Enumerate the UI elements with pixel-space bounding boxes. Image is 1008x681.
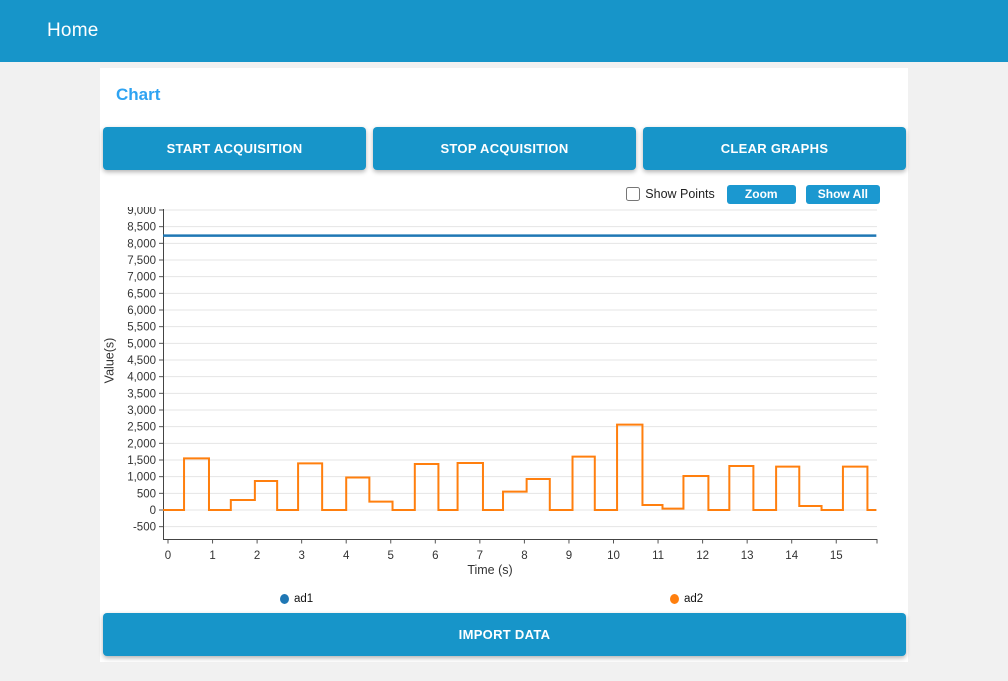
x-tick-label: 4 [343, 550, 350, 562]
page-title: Chart [116, 85, 161, 104]
y-tick-label: 500 [137, 488, 156, 500]
start-acquisition-button[interactable]: START ACQUISITION [103, 127, 366, 170]
x-tick-label: 3 [298, 550, 304, 562]
x-tick-label: 0 [165, 550, 171, 562]
acquisition-toolbar: START ACQUISITION STOP ACQUISITION CLEAR… [103, 127, 906, 170]
clear-graphs-button[interactable]: CLEAR GRAPHS [643, 127, 906, 170]
x-tick-label: 9 [566, 550, 572, 562]
y-tick-label: 2,000 [127, 438, 156, 450]
y-axis-title: Value(s) [102, 337, 117, 384]
x-tick-label: 7 [477, 550, 483, 562]
app-header: Home [0, 0, 1008, 62]
show-points-checkbox[interactable] [626, 187, 641, 201]
x-tick-label: 6 [432, 550, 438, 562]
y-tick-label: 7,500 [127, 255, 156, 267]
chart-controls: Show Points Zoom Show All [626, 184, 880, 204]
y-tick-label: -500 [133, 522, 156, 534]
y-tick-label: 3,500 [127, 388, 156, 400]
y-tick-label: 4,000 [127, 372, 156, 384]
y-tick-label: 6,000 [127, 305, 156, 317]
y-tick-label: 6,500 [127, 288, 156, 300]
y-tick-label: 0 [150, 505, 156, 517]
content-card: Chart START ACQUISITION STOP ACQUISITION… [100, 68, 908, 662]
import-data-button[interactable]: IMPORT DATA [103, 613, 906, 656]
y-tick-label: 8,000 [127, 238, 156, 250]
x-tick-label: 1 [209, 550, 215, 562]
y-tick-label: 3,000 [127, 405, 156, 417]
x-tick-label: 8 [521, 550, 527, 562]
y-tick-label: 2,500 [127, 422, 156, 434]
y-tick-label: 1,500 [127, 455, 156, 467]
y-tick-label: 1,000 [127, 472, 156, 484]
y-tick-label: 5,500 [127, 322, 156, 334]
chart-canvas[interactable]: -500 0 500 1,000 1,500 2,000 2,500 3,000 3,500 4,… [100, 207, 908, 569]
legend-label-ad2: ad2 [684, 593, 704, 605]
chart-plot-area[interactable]: -500 0 500 1,000 1,500 2,000 2,500 3,000 3,500 4,… [100, 207, 908, 589]
x-tick-label: 5 [388, 550, 394, 562]
series-line-ad2 [163, 423, 877, 511]
legend-label-ad1: ad1 [294, 593, 314, 605]
x-tick-label: 14 [785, 550, 798, 562]
x-tick-label: 11 [652, 550, 664, 562]
show-all-button[interactable]: Show All [805, 184, 880, 204]
legend-item-ad1[interactable]: ad1 [280, 593, 313, 605]
home-nav-title[interactable]: Home [47, 20, 99, 41]
y-tick-label: 9,000 [127, 207, 156, 217]
show-points-label: Show Points [645, 187, 715, 201]
zoom-button[interactable]: Zoom [726, 184, 796, 204]
x-tick-label: 10 [607, 550, 620, 562]
legend-marker-ad2 [670, 594, 679, 604]
legend-item-ad2[interactable]: ad2 [670, 593, 703, 605]
y-tick-label: 5,000 [127, 338, 156, 350]
y-tick-label: 8,500 [127, 222, 156, 234]
x-tick-label: 15 [830, 550, 843, 562]
y-tick-label: 7,000 [127, 272, 156, 284]
y-tick-label: 4,500 [127, 355, 156, 367]
import-row: IMPORT DATA [103, 613, 906, 656]
x-tick-label: 12 [696, 550, 709, 562]
legend-marker-ad1 [280, 594, 289, 604]
stop-acquisition-button[interactable]: STOP ACQUISITION [373, 127, 636, 170]
x-axis-title: Time (s) [467, 563, 513, 577]
x-tick-label: 2 [254, 550, 260, 562]
chart-legend: ad1 ad2 [100, 593, 908, 610]
x-tick-label: 13 [741, 550, 754, 562]
